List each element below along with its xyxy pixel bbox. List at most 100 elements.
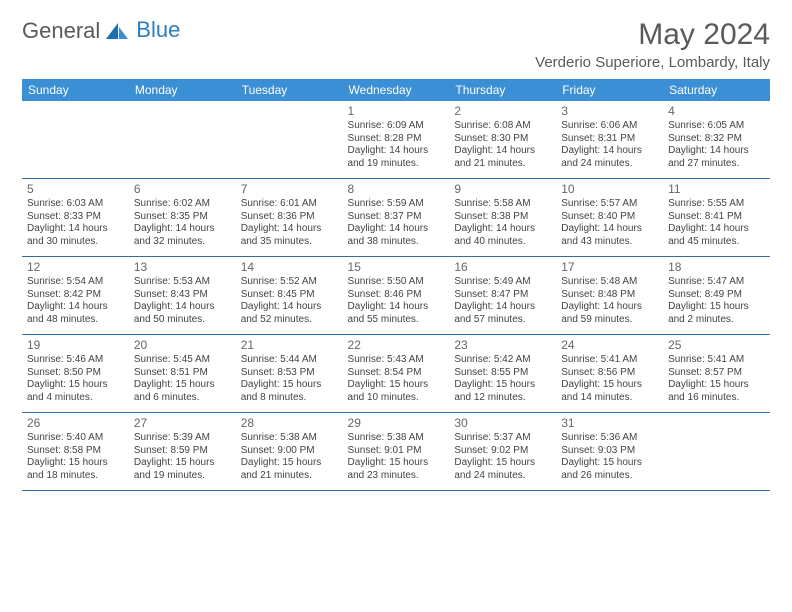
day-number: 12 bbox=[27, 260, 124, 275]
calendar-day-cell: 22Sunrise: 5:43 AMSunset: 8:54 PMDayligh… bbox=[343, 335, 450, 413]
day-info: Sunrise: 5:37 AMSunset: 9:02 PMDaylight:… bbox=[454, 432, 551, 482]
calendar-day-cell: 21Sunrise: 5:44 AMSunset: 8:53 PMDayligh… bbox=[236, 335, 343, 413]
calendar-day-cell: 9Sunrise: 5:58 AMSunset: 8:38 PMDaylight… bbox=[449, 179, 556, 257]
day-number: 21 bbox=[241, 338, 338, 353]
day-info: Sunrise: 5:36 AMSunset: 9:03 PMDaylight:… bbox=[561, 432, 658, 482]
calendar-day-cell: 24Sunrise: 5:41 AMSunset: 8:56 PMDayligh… bbox=[556, 335, 663, 413]
calendar-week-row: 19Sunrise: 5:46 AMSunset: 8:50 PMDayligh… bbox=[22, 335, 770, 413]
day-number: 3 bbox=[561, 104, 658, 119]
calendar-day-cell: 26Sunrise: 5:40 AMSunset: 8:58 PMDayligh… bbox=[22, 413, 129, 491]
calendar-day-cell: 5Sunrise: 6:03 AMSunset: 8:33 PMDaylight… bbox=[22, 179, 129, 257]
day-number: 15 bbox=[348, 260, 445, 275]
day-number: 31 bbox=[561, 416, 658, 431]
calendar-week-row: 5Sunrise: 6:03 AMSunset: 8:33 PMDaylight… bbox=[22, 179, 770, 257]
day-number: 26 bbox=[27, 416, 124, 431]
day-info: Sunrise: 5:45 AMSunset: 8:51 PMDaylight:… bbox=[134, 354, 231, 404]
day-info: Sunrise: 5:58 AMSunset: 8:38 PMDaylight:… bbox=[454, 198, 551, 248]
day-info: Sunrise: 5:44 AMSunset: 8:53 PMDaylight:… bbox=[241, 354, 338, 404]
calendar-day-cell: 19Sunrise: 5:46 AMSunset: 8:50 PMDayligh… bbox=[22, 335, 129, 413]
title-block: May 2024 Verderio Superiore, Lombardy, I… bbox=[535, 18, 770, 71]
day-info: Sunrise: 5:38 AMSunset: 9:01 PMDaylight:… bbox=[348, 432, 445, 482]
day-info: Sunrise: 5:55 AMSunset: 8:41 PMDaylight:… bbox=[668, 198, 765, 248]
day-number: 14 bbox=[241, 260, 338, 275]
month-title: May 2024 bbox=[535, 18, 770, 52]
dow-header: Wednesday bbox=[343, 79, 450, 101]
calendar-week-row: 12Sunrise: 5:54 AMSunset: 8:42 PMDayligh… bbox=[22, 257, 770, 335]
dow-header: Tuesday bbox=[236, 79, 343, 101]
day-info: Sunrise: 5:40 AMSunset: 8:58 PMDaylight:… bbox=[27, 432, 124, 482]
calendar-table: SundayMondayTuesdayWednesdayThursdayFrid… bbox=[22, 79, 770, 491]
dow-header: Sunday bbox=[22, 79, 129, 101]
day-info: Sunrise: 6:05 AMSunset: 8:32 PMDaylight:… bbox=[668, 120, 765, 170]
calendar-day-cell: 13Sunrise: 5:53 AMSunset: 8:43 PMDayligh… bbox=[129, 257, 236, 335]
dow-header: Saturday bbox=[663, 79, 770, 101]
calendar-day-cell bbox=[236, 101, 343, 179]
day-number: 27 bbox=[134, 416, 231, 431]
day-info: Sunrise: 6:09 AMSunset: 8:28 PMDaylight:… bbox=[348, 120, 445, 170]
day-info: Sunrise: 5:57 AMSunset: 8:40 PMDaylight:… bbox=[561, 198, 658, 248]
calendar-day-cell: 28Sunrise: 5:38 AMSunset: 9:00 PMDayligh… bbox=[236, 413, 343, 491]
day-info: Sunrise: 5:41 AMSunset: 8:56 PMDaylight:… bbox=[561, 354, 658, 404]
day-info: Sunrise: 5:43 AMSunset: 8:54 PMDaylight:… bbox=[348, 354, 445, 404]
day-info: Sunrise: 5:48 AMSunset: 8:48 PMDaylight:… bbox=[561, 276, 658, 326]
location-text: Verderio Superiore, Lombardy, Italy bbox=[535, 54, 770, 71]
calendar-day-cell: 15Sunrise: 5:50 AMSunset: 8:46 PMDayligh… bbox=[343, 257, 450, 335]
calendar-week-row: 1Sunrise: 6:09 AMSunset: 8:28 PMDaylight… bbox=[22, 101, 770, 179]
day-number: 24 bbox=[561, 338, 658, 353]
day-number: 30 bbox=[454, 416, 551, 431]
day-info: Sunrise: 5:46 AMSunset: 8:50 PMDaylight:… bbox=[27, 354, 124, 404]
day-number: 20 bbox=[134, 338, 231, 353]
day-info: Sunrise: 5:50 AMSunset: 8:46 PMDaylight:… bbox=[348, 276, 445, 326]
calendar-day-cell: 8Sunrise: 5:59 AMSunset: 8:37 PMDaylight… bbox=[343, 179, 450, 257]
calendar-day-cell bbox=[22, 101, 129, 179]
day-number: 10 bbox=[561, 182, 658, 197]
calendar-day-cell: 23Sunrise: 5:42 AMSunset: 8:55 PMDayligh… bbox=[449, 335, 556, 413]
day-info: Sunrise: 5:52 AMSunset: 8:45 PMDaylight:… bbox=[241, 276, 338, 326]
calendar-page: General Blue May 2024 Verderio Superiore… bbox=[0, 0, 792, 491]
calendar-day-cell: 27Sunrise: 5:39 AMSunset: 8:59 PMDayligh… bbox=[129, 413, 236, 491]
day-info: Sunrise: 6:08 AMSunset: 8:30 PMDaylight:… bbox=[454, 120, 551, 170]
calendar-day-cell: 14Sunrise: 5:52 AMSunset: 8:45 PMDayligh… bbox=[236, 257, 343, 335]
calendar-day-cell: 4Sunrise: 6:05 AMSunset: 8:32 PMDaylight… bbox=[663, 101, 770, 179]
calendar-day-cell: 16Sunrise: 5:49 AMSunset: 8:47 PMDayligh… bbox=[449, 257, 556, 335]
dow-header: Friday bbox=[556, 79, 663, 101]
day-number: 5 bbox=[27, 182, 124, 197]
day-number: 23 bbox=[454, 338, 551, 353]
day-info: Sunrise: 5:38 AMSunset: 9:00 PMDaylight:… bbox=[241, 432, 338, 482]
day-number: 16 bbox=[454, 260, 551, 275]
day-info: Sunrise: 6:01 AMSunset: 8:36 PMDaylight:… bbox=[241, 198, 338, 248]
header: General Blue May 2024 Verderio Superiore… bbox=[22, 18, 770, 71]
day-number: 9 bbox=[454, 182, 551, 197]
day-info: Sunrise: 5:59 AMSunset: 8:37 PMDaylight:… bbox=[348, 198, 445, 248]
calendar-day-cell bbox=[663, 413, 770, 491]
day-number: 4 bbox=[668, 104, 765, 119]
calendar-day-cell: 25Sunrise: 5:41 AMSunset: 8:57 PMDayligh… bbox=[663, 335, 770, 413]
calendar-day-cell: 2Sunrise: 6:08 AMSunset: 8:30 PMDaylight… bbox=[449, 101, 556, 179]
day-info: Sunrise: 5:47 AMSunset: 8:49 PMDaylight:… bbox=[668, 276, 765, 326]
day-info: Sunrise: 5:54 AMSunset: 8:42 PMDaylight:… bbox=[27, 276, 124, 326]
day-number: 2 bbox=[454, 104, 551, 119]
day-number: 22 bbox=[348, 338, 445, 353]
calendar-day-cell: 1Sunrise: 6:09 AMSunset: 8:28 PMDaylight… bbox=[343, 101, 450, 179]
calendar-day-cell: 29Sunrise: 5:38 AMSunset: 9:01 PMDayligh… bbox=[343, 413, 450, 491]
day-info: Sunrise: 5:41 AMSunset: 8:57 PMDaylight:… bbox=[668, 354, 765, 404]
calendar-day-cell: 12Sunrise: 5:54 AMSunset: 8:42 PMDayligh… bbox=[22, 257, 129, 335]
calendar-day-cell: 6Sunrise: 6:02 AMSunset: 8:35 PMDaylight… bbox=[129, 179, 236, 257]
logo-text-general: General bbox=[22, 18, 100, 44]
day-info: Sunrise: 6:06 AMSunset: 8:31 PMDaylight:… bbox=[561, 120, 658, 170]
day-number: 6 bbox=[134, 182, 231, 197]
day-info: Sunrise: 5:49 AMSunset: 8:47 PMDaylight:… bbox=[454, 276, 551, 326]
calendar-day-cell: 20Sunrise: 5:45 AMSunset: 8:51 PMDayligh… bbox=[129, 335, 236, 413]
calendar-day-cell: 18Sunrise: 5:47 AMSunset: 8:49 PMDayligh… bbox=[663, 257, 770, 335]
calendar-day-cell: 10Sunrise: 5:57 AMSunset: 8:40 PMDayligh… bbox=[556, 179, 663, 257]
day-info: Sunrise: 6:03 AMSunset: 8:33 PMDaylight:… bbox=[27, 198, 124, 248]
day-of-week-row: SundayMondayTuesdayWednesdayThursdayFrid… bbox=[22, 79, 770, 101]
logo-sail-icon bbox=[104, 21, 132, 41]
day-number: 19 bbox=[27, 338, 124, 353]
day-number: 18 bbox=[668, 260, 765, 275]
day-number: 28 bbox=[241, 416, 338, 431]
day-info: Sunrise: 6:02 AMSunset: 8:35 PMDaylight:… bbox=[134, 198, 231, 248]
day-number: 8 bbox=[348, 182, 445, 197]
calendar-day-cell: 31Sunrise: 5:36 AMSunset: 9:03 PMDayligh… bbox=[556, 413, 663, 491]
day-number: 11 bbox=[668, 182, 765, 197]
